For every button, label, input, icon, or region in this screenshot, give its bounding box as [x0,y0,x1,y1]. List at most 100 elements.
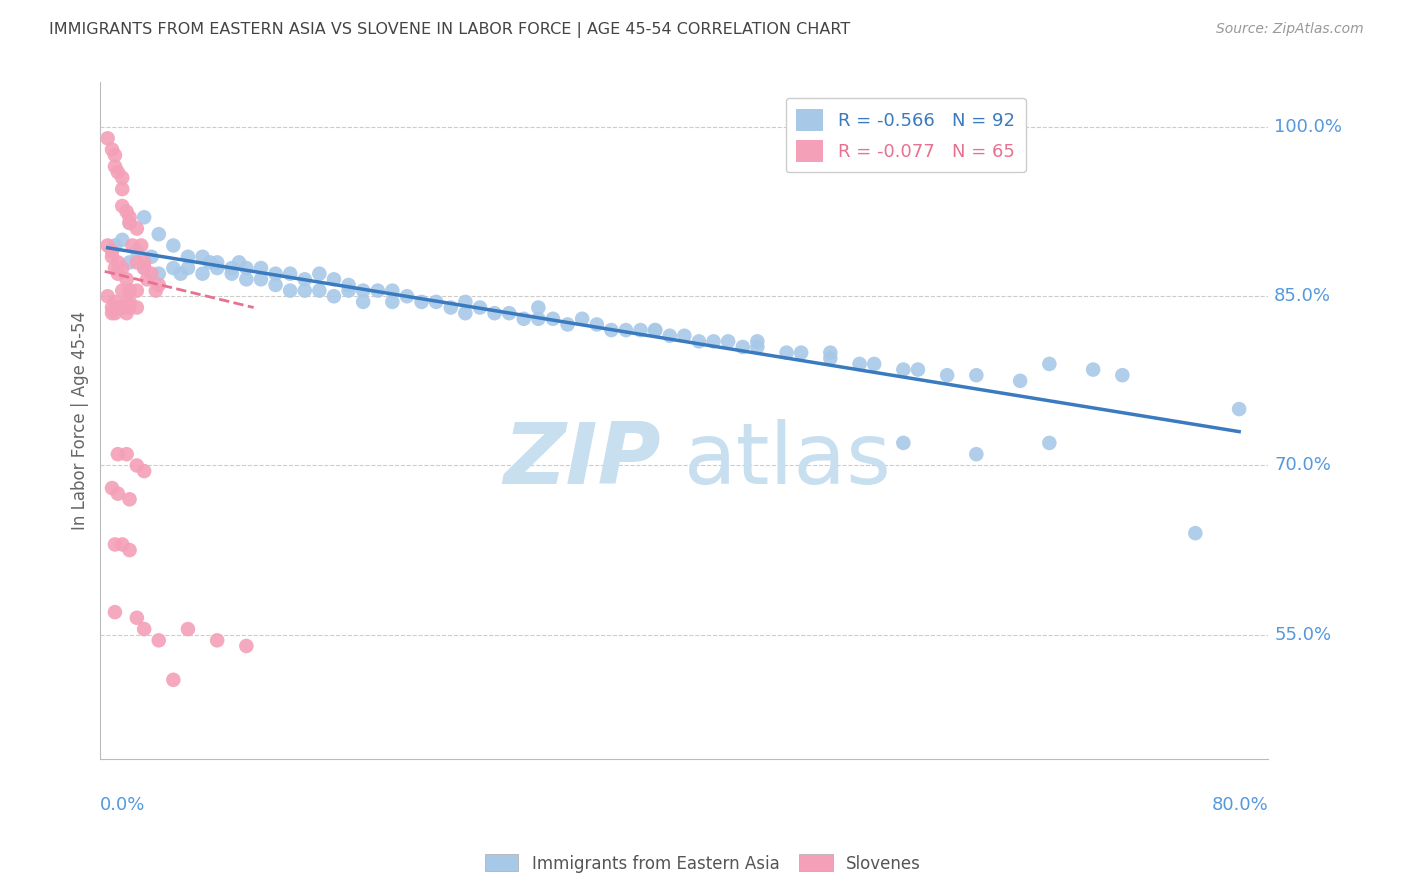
Point [115,204,138,219]
Point [747,340,769,354]
Point [111,301,134,315]
Point [125,255,148,269]
Point [205,260,228,275]
Point [1111,368,1133,383]
Point [747,334,769,349]
Text: 70.0%: 70.0% [1274,457,1331,475]
Point [136,272,159,286]
Point [527,311,550,326]
Point [703,334,725,349]
Point [101,301,124,315]
Point [107,447,129,461]
Point [264,267,287,281]
Point [278,284,301,298]
Point [115,447,138,461]
Point [101,143,124,157]
Point [1038,436,1060,450]
Point [107,165,129,179]
Y-axis label: In Labor Force | Age 45-54: In Labor Force | Age 45-54 [72,310,89,530]
Point [1227,402,1250,417]
Point [134,464,156,478]
Text: 80.0%: 80.0% [1212,796,1268,814]
Point [104,148,127,162]
Point [111,182,134,196]
Point [250,260,273,275]
Point [101,244,124,259]
Point [162,260,184,275]
Point [965,368,987,383]
Point [148,267,170,281]
Point [104,306,127,320]
Point [644,323,666,337]
Point [177,622,200,636]
Point [381,284,404,298]
Point [630,323,652,337]
Point [97,289,120,303]
Point [162,238,184,252]
Point [104,160,127,174]
Point [111,537,134,551]
Point [101,306,124,320]
Point [104,260,127,275]
Point [125,301,148,315]
Point [468,301,491,315]
Point [125,221,148,235]
Point [118,216,141,230]
Point [308,284,330,298]
Text: Source: ZipAtlas.com: Source: ZipAtlas.com [1216,22,1364,37]
Point [148,227,170,242]
Point [118,211,141,225]
Point [101,481,124,495]
Point [337,284,360,298]
Point [118,492,141,507]
Point [614,323,637,337]
Point [134,211,156,225]
Point [323,289,346,303]
Point [425,294,447,309]
Point [527,301,550,315]
Point [820,351,842,366]
Point [557,318,579,332]
Text: IMMIGRANTS FROM EASTERN ASIA VS SLOVENE IN LABOR FORCE | AGE 45-54 CORRELATION C: IMMIGRANTS FROM EASTERN ASIA VS SLOVENE … [49,22,851,38]
Point [1038,357,1060,371]
Point [97,131,120,145]
Point [111,284,134,298]
Point [177,260,200,275]
Text: 100.0%: 100.0% [1274,118,1343,136]
Point [323,272,346,286]
Point [104,238,127,252]
Point [115,294,138,309]
Point [600,323,623,337]
Point [308,267,330,281]
Point [820,345,842,359]
Point [125,244,148,259]
Point [134,260,156,275]
Point [118,294,141,309]
Point [111,233,134,247]
Point [367,284,389,298]
Point [162,673,184,687]
Point [198,255,221,269]
Point [454,294,477,309]
Point [352,284,374,298]
Point [104,294,127,309]
Point [965,447,987,461]
Point [141,250,163,264]
Point [118,284,141,298]
Point [221,267,243,281]
Point [294,284,316,298]
Text: 0.0%: 0.0% [100,796,146,814]
Point [111,170,134,185]
Point [97,238,120,252]
Point [644,323,666,337]
Point [235,639,257,653]
Point [513,311,536,326]
Point [891,362,914,376]
Point [107,486,129,500]
Point [278,267,301,281]
Point [294,272,316,286]
Point [658,328,681,343]
Point [107,301,129,315]
Legend: R = -0.566   N = 92, R = -0.077   N = 65: R = -0.566 N = 92, R = -0.077 N = 65 [786,98,1026,172]
Point [191,250,214,264]
